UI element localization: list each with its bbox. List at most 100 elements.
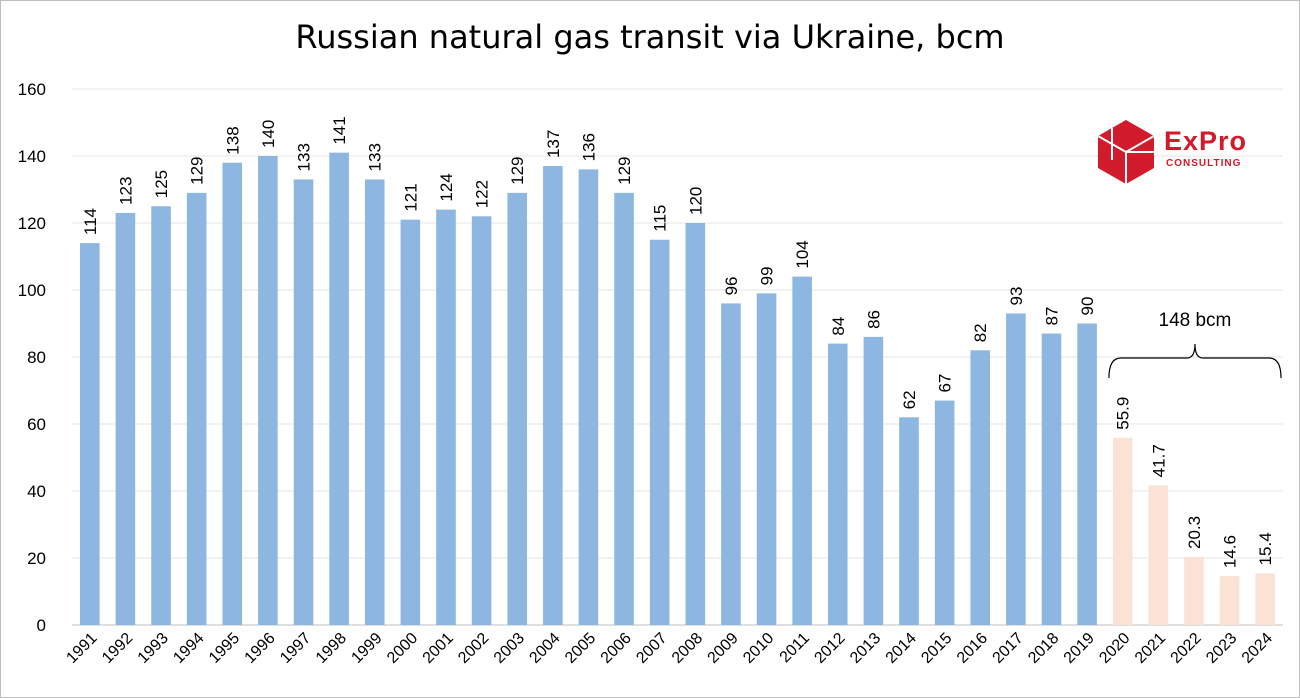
x-tick-label-2012: 2012 — [811, 630, 848, 667]
x-tick-label-1998: 1998 — [313, 630, 350, 667]
y-tick-label: 60 — [27, 415, 46, 434]
data-label-2018: 87 — [1042, 307, 1061, 326]
bar-1997 — [293, 179, 314, 625]
x-tick-label-2005: 2005 — [562, 630, 599, 667]
data-label-2003: 129 — [508, 156, 527, 184]
data-label-2022: 20.3 — [1185, 516, 1204, 549]
x-tick-label-2002: 2002 — [455, 630, 492, 667]
x-tick-label-2001: 2001 — [420, 630, 457, 667]
x-tick-label-1991: 1991 — [63, 630, 100, 667]
x-tick-label-1996: 1996 — [242, 630, 279, 667]
data-label-1994: 129 — [188, 156, 207, 184]
x-tick-label-2009: 2009 — [705, 630, 742, 667]
data-label-2023: 14.6 — [1221, 535, 1240, 568]
y-tick-label: 40 — [27, 482, 46, 501]
data-label-2009: 96 — [722, 276, 741, 295]
y-tick-label: 100 — [18, 281, 46, 300]
bar-1991 — [80, 243, 100, 625]
x-tick-label-2017: 2017 — [990, 630, 1027, 667]
data-label-1991: 114 — [81, 208, 100, 235]
bar-2012 — [827, 343, 848, 625]
data-label-2012: 84 — [829, 317, 848, 336]
expro-logo: ExPro CONSULTING — [1094, 118, 1284, 186]
x-tick-label-1997: 1997 — [277, 630, 314, 667]
data-label-2010: 99 — [758, 266, 777, 285]
x-tick-label-1993: 1993 — [135, 630, 172, 667]
bar-2015 — [934, 400, 955, 625]
x-tick-label-2022: 2022 — [1168, 630, 1205, 667]
data-label-2011: 104 — [793, 240, 812, 268]
x-tick-label-2021: 2021 — [1132, 630, 1169, 667]
bar-2018 — [1041, 333, 1062, 625]
bar-2009 — [721, 303, 741, 625]
bar-1993 — [151, 206, 171, 625]
y-tick-label: 80 — [27, 348, 46, 367]
bar-2014 — [899, 417, 919, 625]
x-tick-label-2013: 2013 — [847, 630, 884, 667]
data-label-1996: 140 — [259, 120, 278, 148]
bar-1999 — [364, 179, 385, 625]
data-label-2017: 93 — [1007, 287, 1026, 306]
bar-2010 — [756, 293, 777, 625]
data-label-1999: 133 — [366, 143, 385, 171]
bar-2016 — [970, 350, 991, 625]
x-tick-label-2019: 2019 — [1061, 630, 1098, 667]
bar-2003 — [507, 192, 528, 625]
x-tick-label-2007: 2007 — [633, 630, 670, 667]
y-tick-label: 140 — [18, 147, 46, 166]
bar-2005 — [578, 169, 599, 625]
x-tick-label-2003: 2003 — [491, 630, 528, 667]
x-tick-label-2010: 2010 — [740, 630, 777, 667]
data-labels: 114 123 125 129 138 140 133 141 133 121 124 122 129 1… — [81, 116, 1275, 568]
annotation-brace — [1108, 343, 1282, 379]
x-tick-label-2014: 2014 — [883, 630, 920, 667]
data-label-2006: 129 — [615, 156, 634, 184]
bars — [80, 152, 1275, 626]
logo-wordmark: ExPro — [1164, 126, 1248, 156]
x-tick-label-1994: 1994 — [170, 630, 207, 667]
y-tick-label: 0 — [37, 616, 46, 635]
x-tick-label-2000: 2000 — [384, 630, 421, 667]
bar-2019 — [1077, 323, 1097, 625]
bar-2001 — [436, 209, 456, 625]
data-label-1997: 133 — [295, 143, 314, 171]
bar-2008 — [685, 223, 706, 625]
y-tick-label: 120 — [18, 214, 46, 233]
logo-subtitle: CONSULTING — [1166, 158, 1242, 169]
x-axis-labels: 1991199219931994199519961997199819992000… — [63, 630, 1276, 667]
y-tick-label: 160 — [18, 80, 46, 99]
x-tick-label-1999: 1999 — [348, 630, 385, 667]
bar-2000 — [400, 219, 421, 625]
data-label-1995: 138 — [223, 126, 242, 154]
annotation: 148 bcm — [1108, 310, 1282, 379]
data-label-2013: 86 — [864, 310, 883, 329]
data-label-2024: 15.4 — [1256, 532, 1275, 565]
x-tick-label-2011: 2011 — [777, 630, 813, 666]
x-tick-label-2023: 2023 — [1203, 630, 1240, 667]
data-label-2004: 137 — [544, 130, 563, 158]
data-label-2019: 90 — [1078, 297, 1097, 316]
bar-2002 — [471, 216, 492, 626]
bar-1995 — [222, 162, 243, 625]
x-tick-label-2024: 2024 — [1239, 630, 1276, 667]
bar-2017 — [1006, 313, 1026, 625]
bar-2021 — [1148, 485, 1169, 625]
y-axis-ticks: 0 20 40 60 80 100 120 140 160 — [18, 80, 46, 635]
bar-2013 — [863, 336, 884, 625]
data-label-2021: 41.7 — [1149, 444, 1168, 477]
x-tick-label-2004: 2004 — [526, 630, 563, 667]
data-label-1992: 123 — [116, 177, 135, 205]
data-label-2001: 124 — [437, 173, 456, 201]
data-label-2008: 120 — [686, 187, 705, 215]
data-label-1993: 125 — [152, 170, 171, 198]
x-tick-label-2016: 2016 — [954, 630, 991, 667]
bar-2011 — [792, 276, 812, 625]
data-label-2005: 136 — [579, 133, 598, 161]
bar-2004 — [543, 166, 563, 626]
x-tick-label-2018: 2018 — [1025, 630, 1062, 667]
bar-2024 — [1255, 573, 1275, 625]
cube-icon — [1097, 120, 1155, 184]
data-label-2014: 62 — [900, 390, 919, 409]
x-tick-label-2020: 2020 — [1096, 630, 1133, 667]
